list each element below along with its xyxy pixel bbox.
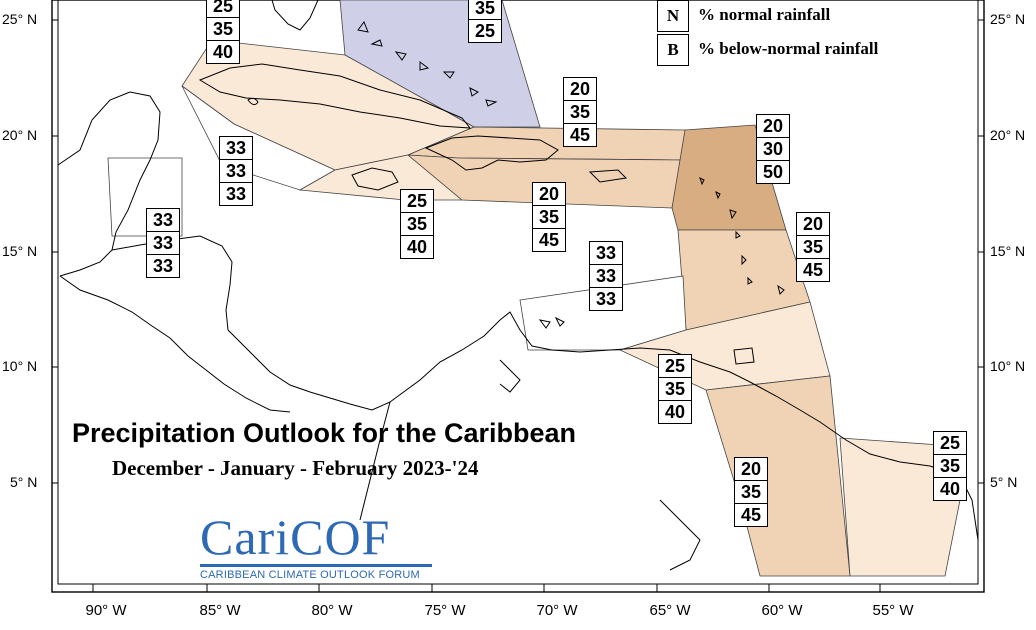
zone-value: 35	[564, 100, 596, 123]
lat-label-10-right: 10° N	[990, 358, 1026, 374]
zone-value: 25	[664, 356, 686, 376]
zone-box-bahamas: 35 25	[468, 0, 502, 43]
map-title: Precipitation Outlook for the Caribbean	[72, 418, 577, 448]
map-frame-inner	[57, 0, 979, 585]
zone-box-leeward-islands: 20 30 50	[756, 114, 790, 184]
zone-box-abc-islands: 33 33 33	[589, 241, 623, 311]
zone-value: 33	[220, 182, 252, 205]
lat-label-20: 20° N	[2, 127, 38, 143]
legend-label-normal: % normal rainfall	[698, 5, 831, 24]
zone-value: 33	[225, 138, 247, 158]
zone-value: 40	[401, 235, 433, 258]
zone-box-suriname: 25 35 40	[933, 431, 967, 501]
zone-value: 33	[595, 243, 617, 263]
lat-label-20-right: 20° N	[990, 127, 1026, 143]
zone-value: 35	[207, 17, 239, 40]
lon-label-55: 55° W	[872, 602, 914, 619]
zone-value: 40	[207, 40, 239, 63]
zone-value: 30	[757, 137, 789, 160]
zone-value: 20	[569, 79, 591, 99]
zone-value: 35	[735, 480, 767, 503]
zone-box-western-caribbean: 33 33 33	[219, 136, 253, 206]
zone-value: 33	[590, 287, 622, 310]
legend-key-below: B	[657, 34, 689, 66]
zone-value: 40	[934, 477, 966, 500]
zone-value: 35	[797, 235, 829, 258]
legend-key-normal: N	[657, 0, 689, 32]
lat-label-25: 25° N	[2, 11, 38, 27]
zone-value: 25	[469, 19, 501, 42]
zone-value: 35	[659, 377, 691, 400]
ticks	[52, 19, 984, 592]
zone-value: 33	[220, 159, 252, 182]
logo-wordmark: CariCOF	[200, 512, 434, 562]
lon-label-85: 85° W	[199, 602, 241, 619]
logo-tagline: CARIBBEAN CLIMATE OUTLOOK FORUM	[200, 569, 420, 581]
lon-label-75: 75° W	[424, 602, 466, 619]
zone-suriname	[839, 437, 961, 577]
zone-box-trinidad: 25 35 40	[658, 354, 692, 424]
lon-label-60: 60° W	[761, 602, 803, 619]
zone-value: 20	[538, 184, 560, 204]
zone-value: 35	[401, 212, 433, 235]
zone-value: 45	[533, 228, 565, 251]
lat-label-25-right: 25° N	[990, 11, 1026, 27]
zone-box-belize: 33 33 33	[146, 208, 180, 278]
zone-value: 20	[802, 214, 824, 234]
zone-value: 35	[474, 0, 496, 18]
caricof-logo: CariCOF CARIBBEAN CLIMATE OUTLOOK FORUM	[200, 512, 434, 581]
zone-value: 25	[406, 191, 428, 211]
zone-value: 35	[934, 454, 966, 477]
lat-label-10: 10° N	[2, 358, 38, 374]
zone-value: 33	[147, 254, 179, 277]
zone-box-hispaniola-south: 20 35 45	[532, 182, 566, 252]
zone-value: 40	[659, 400, 691, 423]
coastlines	[57, 0, 979, 571]
zone-box-windward-islands: 20 35 45	[796, 212, 830, 282]
logo-underline	[200, 564, 432, 567]
zone-box-hispaniola-north: 20 35 45	[563, 77, 597, 147]
zone-value: 25	[212, 0, 234, 16]
lon-label-80: 80° W	[311, 602, 353, 619]
zone-value: 20	[740, 459, 762, 479]
lat-label-5-right: 5° N	[990, 474, 1018, 490]
lat-label-15-right: 15° N	[990, 243, 1026, 259]
zone-value: 33	[590, 264, 622, 287]
lon-label-65: 65° W	[649, 602, 691, 619]
zone-value: 20	[762, 116, 784, 136]
logo-name-part1: Cari	[200, 509, 291, 565]
zone-box-cuba: 25 35 40	[206, 0, 240, 64]
zone-box-guyana: 20 35 45	[734, 457, 768, 527]
lon-label-70: 70° W	[536, 602, 578, 619]
lat-label-15: 15° N	[2, 243, 38, 259]
lat-label-5: 5° N	[10, 474, 38, 490]
zone-value: 50	[757, 160, 789, 183]
zone-value: 33	[147, 231, 179, 254]
zone-value: 33	[152, 210, 174, 230]
logo-name-part2: COF	[290, 509, 391, 565]
zone-value: 25	[939, 433, 961, 453]
zone-value: 45	[564, 123, 596, 146]
legend-label-below: % below-normal rainfall	[698, 39, 879, 58]
map-subtitle: December - January - February 2023-'24	[112, 456, 479, 480]
lon-label-90: 90° W	[85, 602, 127, 619]
zone-value: 45	[797, 258, 829, 281]
zone-value: 35	[533, 205, 565, 228]
zone-box-jamaica: 25 35 40	[400, 189, 434, 259]
zone-value: 45	[735, 503, 767, 526]
